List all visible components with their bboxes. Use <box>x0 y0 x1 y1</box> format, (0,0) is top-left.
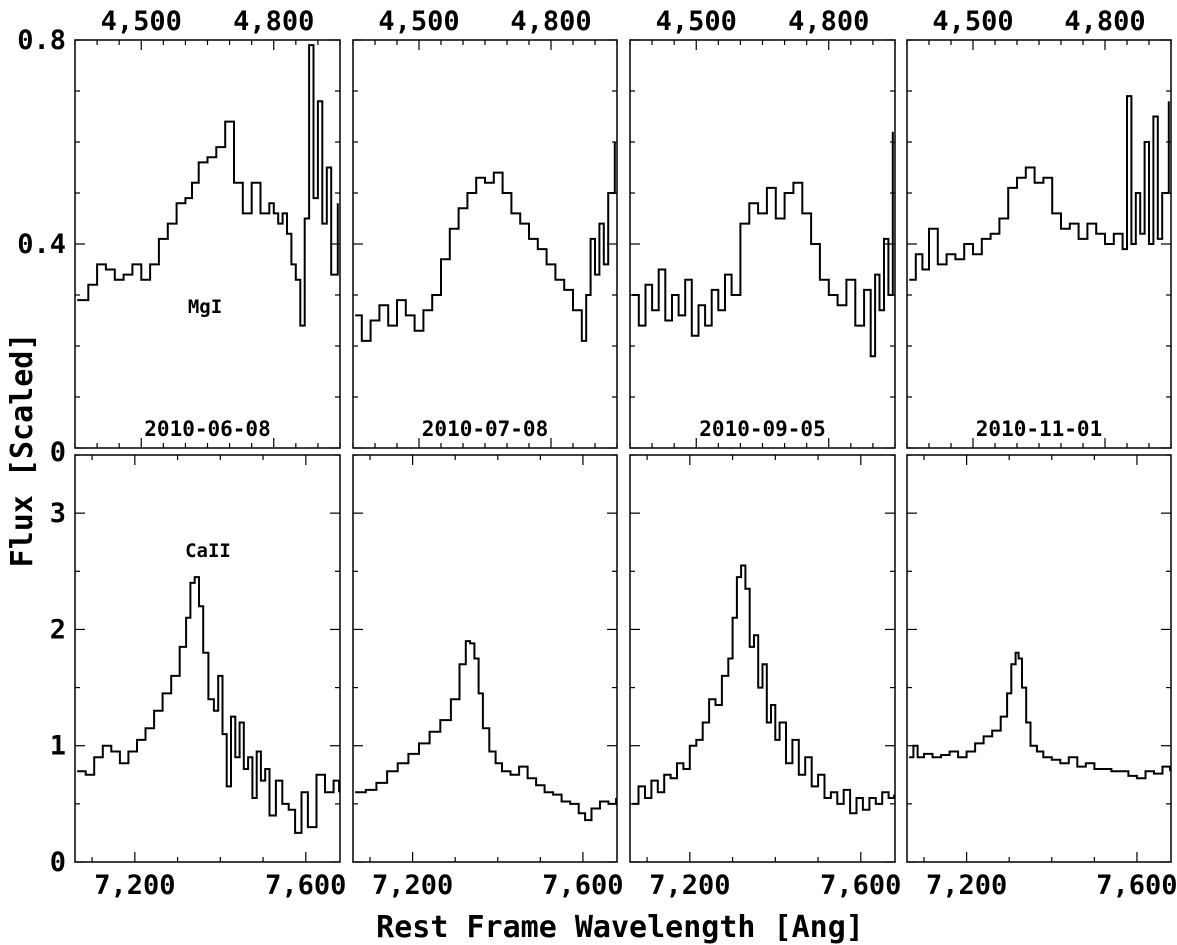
x-tick-label: 4,500 <box>656 6 737 37</box>
x-tick-label: 4,500 <box>101 6 182 37</box>
date-label: 2010-11-01 <box>976 417 1102 441</box>
panel-bottom-4: 7,200 7,600 <box>906 454 1177 901</box>
spectrum-line <box>909 95 1170 281</box>
spectrum-line <box>909 651 1172 780</box>
line-annotation: CaII <box>185 540 231 562</box>
panel-bottom-2: 7,200 7,600 <box>352 454 624 901</box>
x-tick-label: 4,800 <box>788 6 869 37</box>
y-tick-label: 2 <box>50 614 66 645</box>
panel-frame <box>629 39 896 449</box>
spectrum-line <box>355 640 618 822</box>
y-axis-label: Flux [Scaled] <box>5 333 40 568</box>
panel-top-2: 4,500 4,800 2010-07-08 <box>352 6 618 449</box>
y-tick-label: 3 <box>50 498 66 529</box>
y-tick-label: 1 <box>50 731 66 762</box>
x-tick-label: 4,800 <box>510 6 591 37</box>
spectrum-line <box>355 142 616 342</box>
x-tick-label: 7,200 <box>94 870 175 901</box>
panel-frame <box>352 454 618 863</box>
panel-frame <box>352 39 618 449</box>
line-annotation: MgI <box>188 296 222 318</box>
panel-bottom-3: 7,200 7,600 <box>629 454 901 901</box>
y-tick-label: 0 <box>50 437 66 468</box>
panel-frame <box>74 454 341 863</box>
spectrum-line <box>77 44 339 327</box>
y-tick-label: 0.8 <box>17 25 66 56</box>
x-tick-label: 4,500 <box>932 6 1013 37</box>
panel-top-4: 4,500 4,800 2010-11-01 <box>906 6 1172 449</box>
spectrum-line <box>632 564 896 815</box>
panel-top-1: 4,500 4,800 0 0.4 0.8 2010-06-08 MgI <box>17 6 341 468</box>
x-tick-label: 4,800 <box>1064 6 1145 37</box>
spectrum-line <box>77 576 341 834</box>
y-tick-label: 0.4 <box>17 229 66 260</box>
panel-bottom-1: 7,200 7,600 0 1 2 3 CaII <box>50 454 346 901</box>
date-label: 2010-06-08 <box>144 417 270 441</box>
x-tick-label: 7,200 <box>372 870 453 901</box>
x-tick-label: 4,800 <box>233 6 314 37</box>
panel-frame <box>74 39 341 449</box>
x-tick-label: 4,500 <box>378 6 459 37</box>
x-tick-label: 7,200 <box>649 870 730 901</box>
date-label: 2010-09-05 <box>699 417 825 441</box>
x-tick-label: 7,600 <box>542 870 623 901</box>
panel-frame <box>906 454 1172 863</box>
date-label: 2010-07-08 <box>422 417 548 441</box>
x-tick-label: 7,200 <box>926 870 1007 901</box>
x-tick-label: 7,600 <box>820 870 901 901</box>
y-tick-label: 0 <box>50 847 66 878</box>
x-tick-label: 7,600 <box>1096 870 1177 901</box>
x-tick-label: 7,600 <box>265 870 346 901</box>
spectrum-line <box>632 131 894 358</box>
panels-layer: 4,500 4,800 0 0.4 0.8 2010-06-08 MgI 4,500 4,800… <box>17 6 1177 901</box>
x-axis-label: Rest Frame Wavelength [Ang] <box>376 910 864 945</box>
panel-frame <box>629 454 896 863</box>
panel-top-3: 4,500 4,800 2010-09-05 <box>629 6 896 449</box>
